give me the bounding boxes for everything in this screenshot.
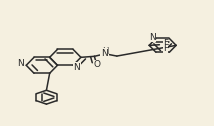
Text: N: N bbox=[74, 63, 80, 72]
Text: H: H bbox=[102, 47, 109, 56]
Text: O: O bbox=[94, 60, 101, 69]
Text: N: N bbox=[18, 59, 24, 68]
Text: N: N bbox=[149, 33, 155, 42]
Text: F: F bbox=[163, 44, 168, 53]
Text: N: N bbox=[101, 49, 108, 58]
Text: F: F bbox=[163, 41, 168, 51]
Text: F: F bbox=[163, 39, 168, 48]
